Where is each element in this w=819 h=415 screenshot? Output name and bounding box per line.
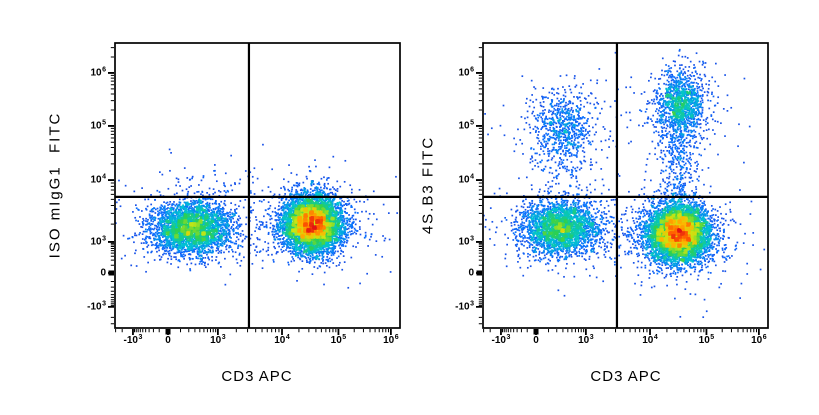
y-tick-label: 103 [90, 235, 106, 248]
x-tick-label: 106 [383, 334, 399, 346]
y-tick-label: 103 [458, 235, 474, 248]
x-tick-label: -103 [491, 334, 511, 346]
x-tick-label: 104 [642, 334, 658, 346]
x-tick-label: 104 [274, 334, 290, 346]
x-axis-label-right-plot: CD3 APC [590, 368, 662, 385]
x-axis-label-left-plot: CD3 APC [221, 368, 293, 385]
x-tick-label: 0 [533, 335, 539, 346]
y-tick-label: 106 [90, 66, 106, 79]
y-axis-label-left-plot: ISO mIgG1 FITC [46, 111, 64, 259]
y-tick-label: 0 [468, 267, 474, 279]
y-tick-label: 104 [458, 173, 474, 186]
y-tick-label: -103 [455, 300, 474, 313]
y-tick-label: 106 [458, 66, 474, 79]
y-tick-label: 0 [100, 267, 106, 279]
x-tick-label: 105 [698, 334, 715, 346]
y-tick-label: 105 [458, 119, 474, 132]
y-tick-label: 104 [90, 173, 106, 186]
y-axis-label-right-plot: 4S.B3 FITC [419, 135, 437, 235]
x-tick-label: 103 [578, 334, 594, 346]
x-tick-label: 103 [210, 334, 226, 346]
x-tick-label: 0 [165, 335, 171, 346]
x-tick-label: 106 [751, 334, 767, 346]
y-tick-label: -103 [87, 300, 106, 313]
x-tick-label: 105 [330, 334, 347, 346]
y-tick-label: 105 [90, 119, 106, 132]
x-tick-label: -103 [123, 334, 143, 346]
